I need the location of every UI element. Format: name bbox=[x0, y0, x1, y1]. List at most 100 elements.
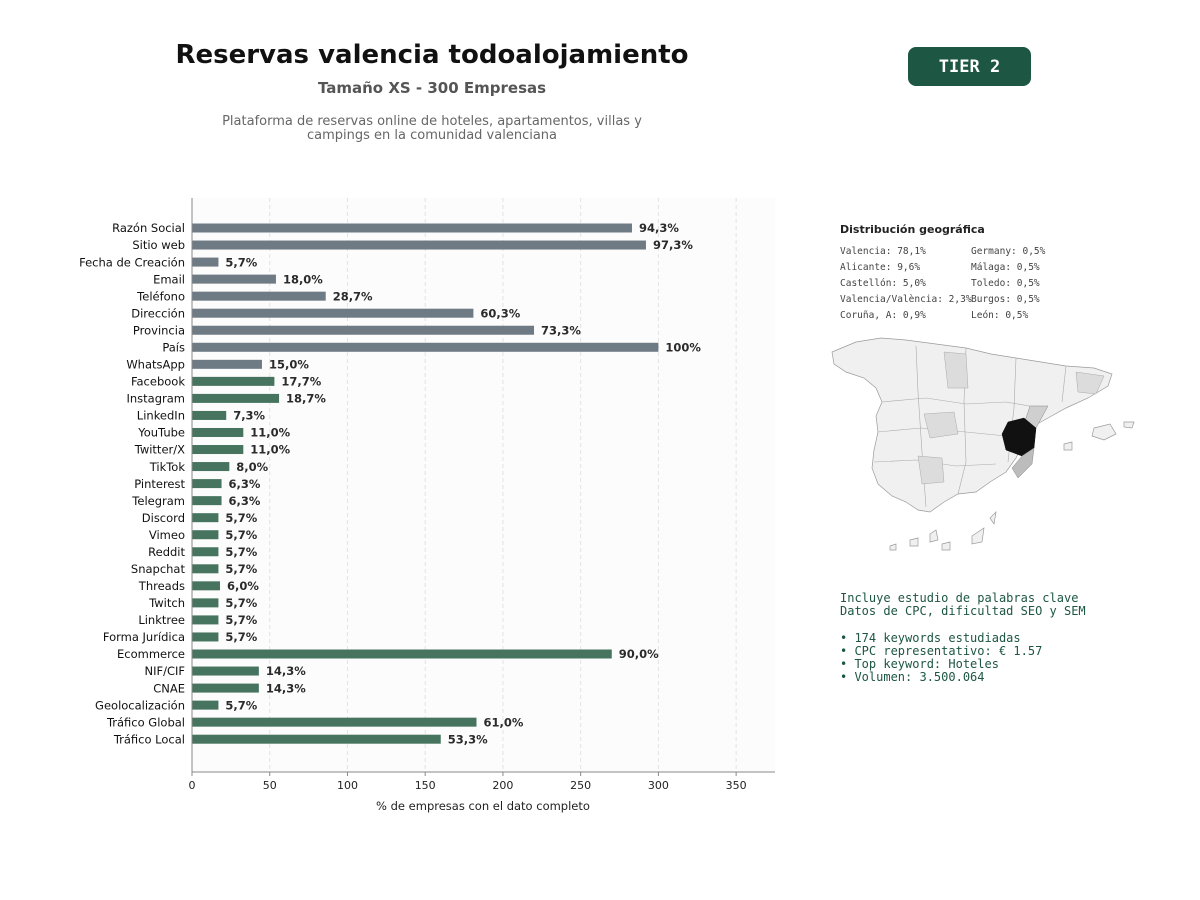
x-tick-label: 300 bbox=[648, 779, 669, 792]
geo-item: Germany: 0,5% bbox=[971, 246, 1046, 257]
keyword-bullet: • Top keyword: Hoteles bbox=[840, 657, 999, 672]
value-label: 61,0% bbox=[484, 715, 524, 729]
bar bbox=[192, 479, 222, 489]
bar-chart: Razón Social Sitio web Fecha de Creación Em… bbox=[79, 198, 775, 813]
value-label: 6,3% bbox=[229, 494, 261, 508]
value-label: 5,7% bbox=[225, 545, 257, 559]
x-tick-label: 0 bbox=[189, 779, 196, 792]
page-description: Plataforma de reservas online de hoteles… bbox=[182, 115, 682, 143]
bar bbox=[192, 410, 227, 420]
value-label: 73,3% bbox=[541, 323, 581, 337]
bar bbox=[192, 564, 219, 574]
bar bbox=[192, 376, 275, 386]
spain-map bbox=[831, 337, 1135, 551]
x-tick-label: 50 bbox=[263, 779, 277, 792]
category-label: Twitter/X bbox=[134, 443, 185, 457]
value-labels: 94,3% 97,3% 5,7% 18,0% 28,7% 60,3% 73,3% 100% 15… bbox=[225, 221, 701, 746]
category-label: Threads bbox=[138, 579, 185, 593]
value-label: 60,3% bbox=[480, 306, 520, 320]
category-label: Reddit bbox=[148, 545, 185, 559]
x-tick-label: 100 bbox=[337, 779, 358, 792]
page-title: Reservas valencia todoalojamiento bbox=[175, 40, 689, 70]
spacer bbox=[840, 619, 1086, 632]
category-label: TikTok bbox=[149, 460, 186, 474]
value-label: 18,0% bbox=[283, 272, 323, 286]
border-line bbox=[1061, 365, 1067, 403]
bar bbox=[192, 496, 222, 506]
value-label: 5,7% bbox=[225, 613, 257, 627]
category-label: YouTube bbox=[137, 426, 185, 440]
x-ticks: 0 50 100 150 200 250 300 350 bbox=[189, 772, 747, 792]
category-label: País bbox=[162, 340, 185, 354]
bar bbox=[192, 445, 244, 455]
category-label: Telegram bbox=[131, 494, 185, 508]
bar bbox=[192, 632, 219, 642]
value-label: 15,0% bbox=[269, 358, 309, 372]
category-label: NIF/CIF bbox=[144, 664, 185, 678]
geo-item: Málaga: 0,5% bbox=[971, 262, 1040, 273]
value-label: 5,7% bbox=[225, 698, 257, 712]
bar bbox=[192, 462, 230, 472]
bar bbox=[192, 291, 326, 301]
category-label: WhatsApp bbox=[126, 358, 185, 372]
x-tick-label: 150 bbox=[415, 779, 436, 792]
category-label: Pinterest bbox=[134, 477, 185, 491]
bars bbox=[192, 223, 659, 744]
category-label: Teléfono bbox=[136, 289, 185, 303]
geo-item: Castellón: 5,0% bbox=[840, 278, 926, 289]
shaded-region bbox=[923, 411, 959, 439]
value-label: 7,3% bbox=[233, 409, 265, 423]
value-label: 100% bbox=[665, 340, 701, 354]
category-label: Email bbox=[153, 272, 185, 286]
keyword-bullet: • 174 keywords estudiadas bbox=[840, 630, 1021, 645]
keywords-panel: Incluye estudio de palabras clave Datos … bbox=[840, 591, 1086, 685]
category-label: Snapchat bbox=[131, 562, 186, 576]
geo-item: Burgos: 0,5% bbox=[971, 294, 1040, 305]
bar bbox=[192, 717, 477, 727]
keyword-bullet: • CPC representativo: € 1.57 bbox=[840, 643, 1043, 658]
value-label: 11,0% bbox=[250, 426, 290, 440]
bar bbox=[192, 530, 219, 540]
geo-item: Coruña, A: 0,9% bbox=[840, 310, 926, 321]
category-label: Tráfico Global bbox=[106, 715, 185, 729]
geo-item: Alicante: 9,6% bbox=[840, 262, 921, 273]
bar bbox=[192, 325, 535, 335]
category-label: Razón Social bbox=[112, 221, 185, 235]
category-label: Tráfico Local bbox=[113, 732, 185, 746]
page-subtitle: Tamaño XS - 300 Empresas bbox=[317, 79, 547, 97]
geo-title: Distribución geográfica bbox=[840, 223, 985, 236]
value-label: 53,3% bbox=[448, 732, 488, 746]
geo-item: Valencia/València: 2,3% bbox=[840, 294, 972, 305]
value-label: 6,0% bbox=[227, 579, 259, 593]
value-label: 6,3% bbox=[229, 477, 261, 491]
alicante-region bbox=[1011, 447, 1035, 479]
value-label: 94,3% bbox=[639, 221, 679, 235]
keywords-line: Datos de CPC, dificultad SEO y SEM bbox=[840, 604, 1086, 619]
category-labels: Razón Social Sitio web Fecha de Creación Em… bbox=[79, 221, 185, 746]
geo-item: León: 0,5% bbox=[971, 310, 1029, 321]
shaded-region bbox=[1075, 371, 1105, 395]
canary-islands bbox=[889, 510, 997, 551]
value-label: 90,0% bbox=[619, 647, 659, 661]
category-label: Geolocalización bbox=[95, 698, 185, 712]
value-label: 28,7% bbox=[333, 289, 373, 303]
bar bbox=[192, 240, 646, 250]
shaded-region bbox=[917, 455, 945, 485]
bar bbox=[192, 274, 276, 284]
grid-lines bbox=[269, 198, 737, 772]
bar bbox=[192, 513, 219, 523]
peninsula-shape bbox=[831, 337, 1113, 513]
bar bbox=[192, 223, 632, 233]
category-label: Dirección bbox=[131, 306, 185, 320]
bar bbox=[192, 734, 441, 744]
category-label: Linktree bbox=[138, 613, 185, 627]
category-label: LinkedIn bbox=[137, 409, 185, 423]
category-label: Vimeo bbox=[149, 528, 185, 542]
bar bbox=[192, 700, 219, 710]
value-label: 14,3% bbox=[266, 664, 306, 678]
bar bbox=[192, 393, 280, 403]
bar bbox=[192, 598, 219, 608]
value-label: 18,7% bbox=[286, 392, 326, 406]
category-label: Sitio web bbox=[132, 238, 185, 252]
category-label: Instagram bbox=[126, 392, 185, 406]
